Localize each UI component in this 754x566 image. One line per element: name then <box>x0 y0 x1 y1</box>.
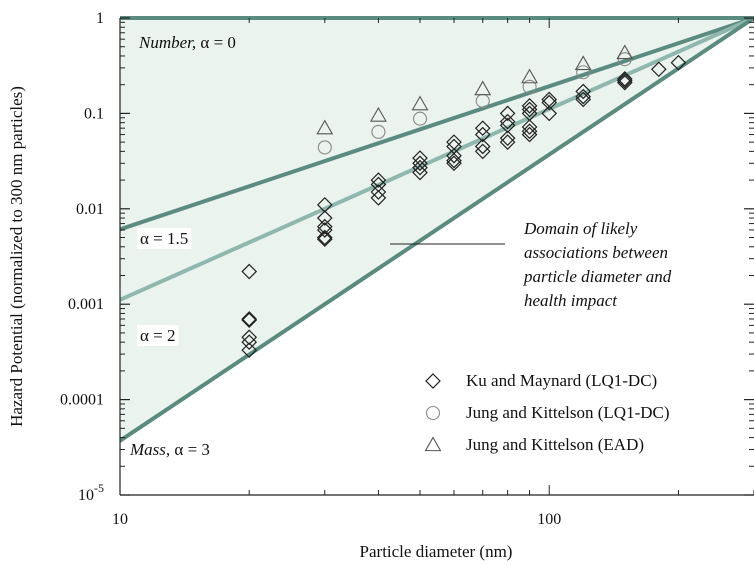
data-point-diamond <box>370 184 387 200</box>
legend-marker-circle <box>425 405 441 421</box>
data-point-diamond <box>474 120 491 137</box>
data-point-diamond <box>499 113 516 130</box>
data-point-triangle <box>316 119 334 135</box>
data-point-diamond <box>670 54 687 71</box>
data-point-diamond <box>616 71 633 87</box>
alpha-label-1.5: α = 1.5 <box>140 229 188 248</box>
data-point-diamond <box>499 134 516 150</box>
data-point-diamond <box>521 97 538 114</box>
alpha-label-0: Number, α = 0 <box>138 33 236 52</box>
data-point-diamond <box>446 155 462 172</box>
data-point-diamond <box>521 123 538 140</box>
data-point-diamond <box>575 91 592 108</box>
annotation-line: Domain of likely <box>523 219 638 238</box>
y-tick-label: 10-5 <box>78 481 104 504</box>
data-point-circle <box>576 65 591 80</box>
axes <box>119 16 754 496</box>
data-point-diamond <box>316 210 333 226</box>
data-point-diamond <box>474 143 491 160</box>
data-point-diamond <box>575 88 592 105</box>
data-point-diamond <box>446 152 462 169</box>
legend-marker-diamond <box>425 373 441 389</box>
y-tick-label: 0.0001 <box>60 392 104 409</box>
data-point-diamond <box>316 231 333 248</box>
alpha-label-bg <box>137 228 192 249</box>
data-point-diamond <box>521 119 538 135</box>
data-point-diamond <box>241 263 258 280</box>
plot-area <box>120 18 754 443</box>
data-point-diamond <box>412 164 428 181</box>
legend-label: Ku and Maynard (LQ1-DC) <box>466 371 657 390</box>
legend-marker-triangle <box>424 436 442 452</box>
data-point-diamond <box>474 138 491 155</box>
data-point-diamond <box>241 329 258 346</box>
data-point-diamond <box>541 105 558 122</box>
data-point-circle <box>371 124 386 139</box>
data-point-circle <box>412 111 428 126</box>
legend-label: Jung and Kittelson (LQ1-DC) <box>466 403 670 422</box>
data-point-diamond <box>575 83 592 100</box>
labels: 1 0.1 0.01 0.001 0.0001 10-5 10 100 Particle dia… <box>7 10 672 561</box>
legend-label: Jung and Kittelson (EAD) <box>466 435 644 454</box>
y-tick-label: 0.1 <box>84 105 104 122</box>
data-point-triangle <box>411 95 429 111</box>
data-point-diamond <box>412 155 428 172</box>
data-point-diamond <box>446 147 462 164</box>
data-point-diamond <box>316 229 333 246</box>
data-point-diamond <box>499 117 516 134</box>
data-point-diamond <box>370 172 387 188</box>
data-point-triangle <box>474 80 492 96</box>
y-tick-label: 0.01 <box>76 201 104 218</box>
data-point-triangle <box>369 106 387 122</box>
annotation-line: health impact <box>524 291 618 310</box>
data-point-circle <box>317 140 332 155</box>
data-point-diamond <box>316 218 333 235</box>
data-point-diamond <box>541 94 558 111</box>
data-point-diamond <box>241 334 258 351</box>
data-point-diamond <box>499 130 516 147</box>
data-point-diamond <box>241 312 258 329</box>
data-point-diamond <box>650 61 667 78</box>
data-point-diamond <box>616 74 633 91</box>
data-point-circle <box>522 79 537 94</box>
alpha-line-3 <box>120 18 754 443</box>
data-point-triangle <box>574 55 592 71</box>
data-point-diamond <box>616 72 633 89</box>
data-point-triangle <box>616 44 634 60</box>
data-point-diamond <box>316 222 333 238</box>
x-tick-label: 100 <box>537 511 561 528</box>
data-point-diamond <box>241 342 258 358</box>
data-point-diamond <box>412 159 428 176</box>
data-point-diamond <box>521 101 538 118</box>
x-tick-label: 10 <box>112 511 128 528</box>
x-axis-title: Particle diameter (nm) <box>360 542 513 561</box>
data-point-diamond <box>474 126 491 143</box>
data-point-diamond <box>241 311 258 327</box>
alpha-line-1.5 <box>120 18 754 232</box>
legend: Ku and Maynard (LQ1-DC) Jung and Kittelso… <box>424 371 670 454</box>
data-point-diamond <box>521 126 538 143</box>
alpha-label-3: Mass, α = 3 <box>129 440 210 459</box>
alpha-label-bg <box>137 325 179 346</box>
data-point-triangle <box>521 68 539 84</box>
annotation-line: particle diameter and <box>523 267 672 286</box>
data-point-circle <box>617 52 632 67</box>
data-point-diamond <box>370 190 387 206</box>
annotation-line: associations between <box>524 243 668 262</box>
y-axis-title: Hazard Potential (normalized to 300 nm p… <box>7 86 26 427</box>
alpha-label-2: α = 2 <box>140 326 176 345</box>
y-tick-label: 0.001 <box>68 296 104 313</box>
y-tick-label: 1 <box>96 10 104 27</box>
alpha-line-2 <box>120 18 754 302</box>
data-point-diamond <box>499 105 516 122</box>
